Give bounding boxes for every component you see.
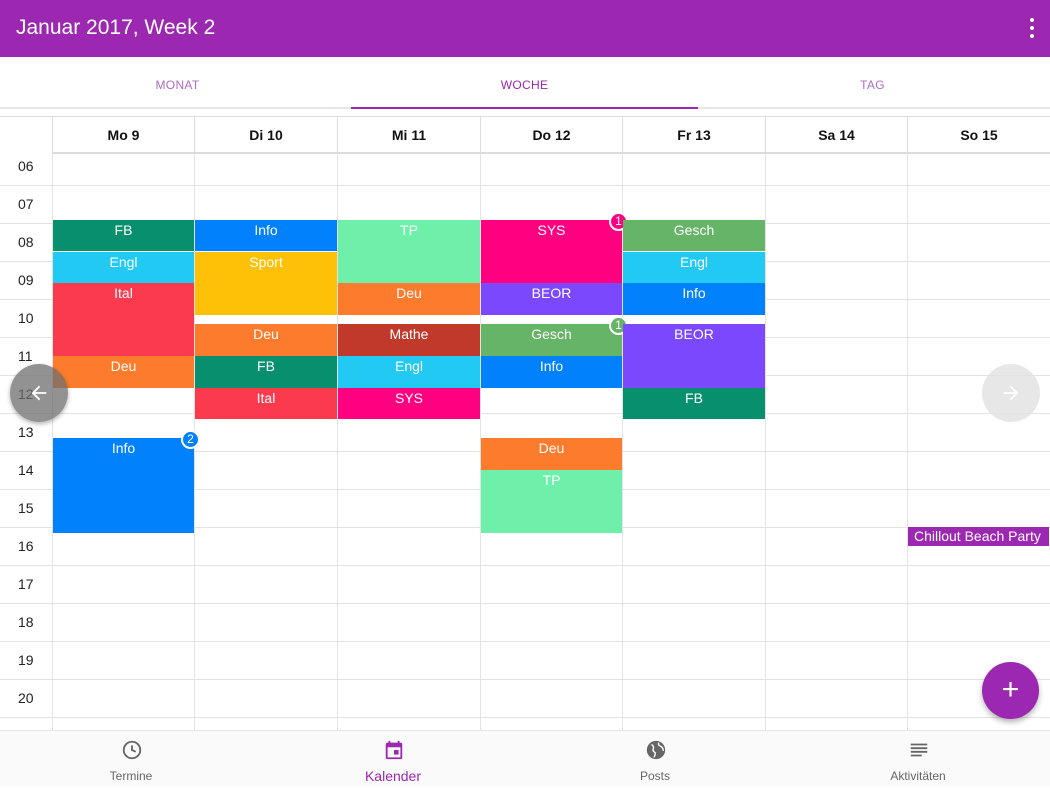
- tab-woche[interactable]: WOCHE: [351, 57, 698, 109]
- day-header[interactable]: Do 12: [480, 117, 622, 154]
- event-engl[interactable]: Engl: [623, 251, 765, 284]
- day-divider: [337, 117, 338, 730]
- event-engl[interactable]: Engl: [338, 356, 480, 388]
- event-tp[interactable]: TP: [338, 219, 480, 284]
- arrow-left-icon: [31, 385, 47, 401]
- hour-line: [0, 679, 1050, 680]
- hour-label: 17: [18, 576, 34, 592]
- day-divider: [52, 117, 53, 730]
- hour-label: 11: [18, 348, 33, 364]
- day-divider: [765, 117, 766, 730]
- hour-label: 06: [18, 158, 34, 174]
- hour-label: 07: [18, 196, 34, 212]
- day-divider: [194, 117, 195, 730]
- bottom-nav-aktivitaeten[interactable]: Aktivitäten: [787, 731, 1049, 788]
- hour-label: 09: [18, 272, 34, 288]
- hour-line: [0, 603, 1050, 604]
- arrow-right-icon: [1003, 385, 1019, 401]
- hour-label: 16: [18, 538, 34, 554]
- hour-label: 08: [18, 234, 34, 250]
- event-info[interactable]: Info: [53, 438, 194, 534]
- bottom-nav-posts[interactable]: Posts: [524, 731, 786, 788]
- hour-label: 20: [18, 690, 34, 706]
- previous-week-button[interactable]: [10, 364, 68, 422]
- hour-label: 10: [18, 310, 34, 326]
- more-vert-icon[interactable]: [1028, 18, 1036, 38]
- hour-label: 21: [18, 728, 34, 730]
- event-ital[interactable]: Ital: [195, 387, 337, 420]
- event-fb[interactable]: FB: [195, 356, 337, 388]
- event-beor[interactable]: BEOR: [623, 324, 765, 388]
- hour-label: 13: [18, 424, 34, 440]
- day-header[interactable]: Di 10: [194, 117, 337, 154]
- bottom-nav: Termine Kalender Posts Aktivitäten: [0, 730, 1050, 787]
- event-gesch[interactable]: Gesch: [623, 219, 765, 252]
- hour-label: 15: [18, 500, 34, 516]
- hour-label: 14: [18, 462, 34, 478]
- event-chillout-beach-party[interactable]: Chillout Beach Party: [908, 527, 1049, 546]
- hour-line: [0, 565, 1050, 566]
- day-divider: [622, 117, 623, 730]
- hour-label: 19: [18, 652, 34, 668]
- event-gesch[interactable]: Gesch: [481, 324, 622, 356]
- hour-line: [0, 641, 1050, 642]
- add-event-button[interactable]: +: [982, 662, 1039, 719]
- event-info[interactable]: Info: [195, 219, 337, 252]
- event-beor[interactable]: BEOR: [481, 283, 622, 315]
- event-info[interactable]: Info: [623, 283, 765, 315]
- calendar-icon: [385, 740, 403, 760]
- event-deu[interactable]: Deu: [481, 438, 622, 470]
- view-tabs: MONAT WOCHE TAG: [0, 57, 1050, 109]
- tab-tag[interactable]: TAG: [860, 78, 885, 92]
- plus-icon: +: [1001, 673, 1020, 706]
- day-header[interactable]: So 15: [907, 117, 1050, 154]
- tab-monat[interactable]: MONAT: [155, 78, 200, 92]
- event-deu[interactable]: Deu: [195, 324, 337, 356]
- event-info[interactable]: Info: [481, 356, 622, 388]
- event-deu[interactable]: Deu: [338, 283, 480, 315]
- event-sys[interactable]: SYS: [338, 387, 480, 420]
- event-count-badge: 2: [181, 430, 200, 450]
- event-tp[interactable]: TP: [481, 470, 622, 534]
- hour-line: [0, 717, 1050, 718]
- bottom-nav-termine[interactable]: Termine: [0, 731, 262, 788]
- day-divider: [907, 117, 908, 730]
- app-bar: Januar 2017, Week 2: [0, 0, 1050, 57]
- day-divider: [480, 117, 481, 730]
- event-sys[interactable]: SYS: [481, 219, 622, 284]
- event-sport[interactable]: Sport: [195, 251, 337, 315]
- day-header[interactable]: Sa 14: [765, 117, 907, 154]
- hour-label: 18: [18, 614, 34, 630]
- globe-icon: [646, 740, 666, 760]
- next-week-button[interactable]: [982, 364, 1040, 422]
- event-fb[interactable]: FB: [623, 387, 765, 420]
- day-header[interactable]: Mo 9: [52, 117, 194, 154]
- day-header[interactable]: Mi 11: [337, 117, 480, 154]
- day-header[interactable]: Fr 13: [622, 117, 765, 154]
- page-title: Januar 2017, Week 2: [16, 16, 216, 39]
- list-icon: [910, 743, 928, 757]
- hour-line: [0, 185, 1050, 186]
- bottom-nav-kalender[interactable]: Kalender: [262, 731, 524, 788]
- event-deu[interactable]: Deu: [53, 356, 194, 388]
- event-engl[interactable]: Engl: [53, 251, 194, 284]
- event-fb[interactable]: FB: [53, 219, 194, 252]
- event-mathe[interactable]: Mathe: [338, 324, 480, 356]
- week-grid: 06070809101112131415161718192021Mo 9Di 1…: [0, 116, 1050, 730]
- clock-icon: [122, 740, 142, 760]
- event-ital[interactable]: Ital: [53, 283, 194, 356]
- hour-line: [0, 413, 1050, 414]
